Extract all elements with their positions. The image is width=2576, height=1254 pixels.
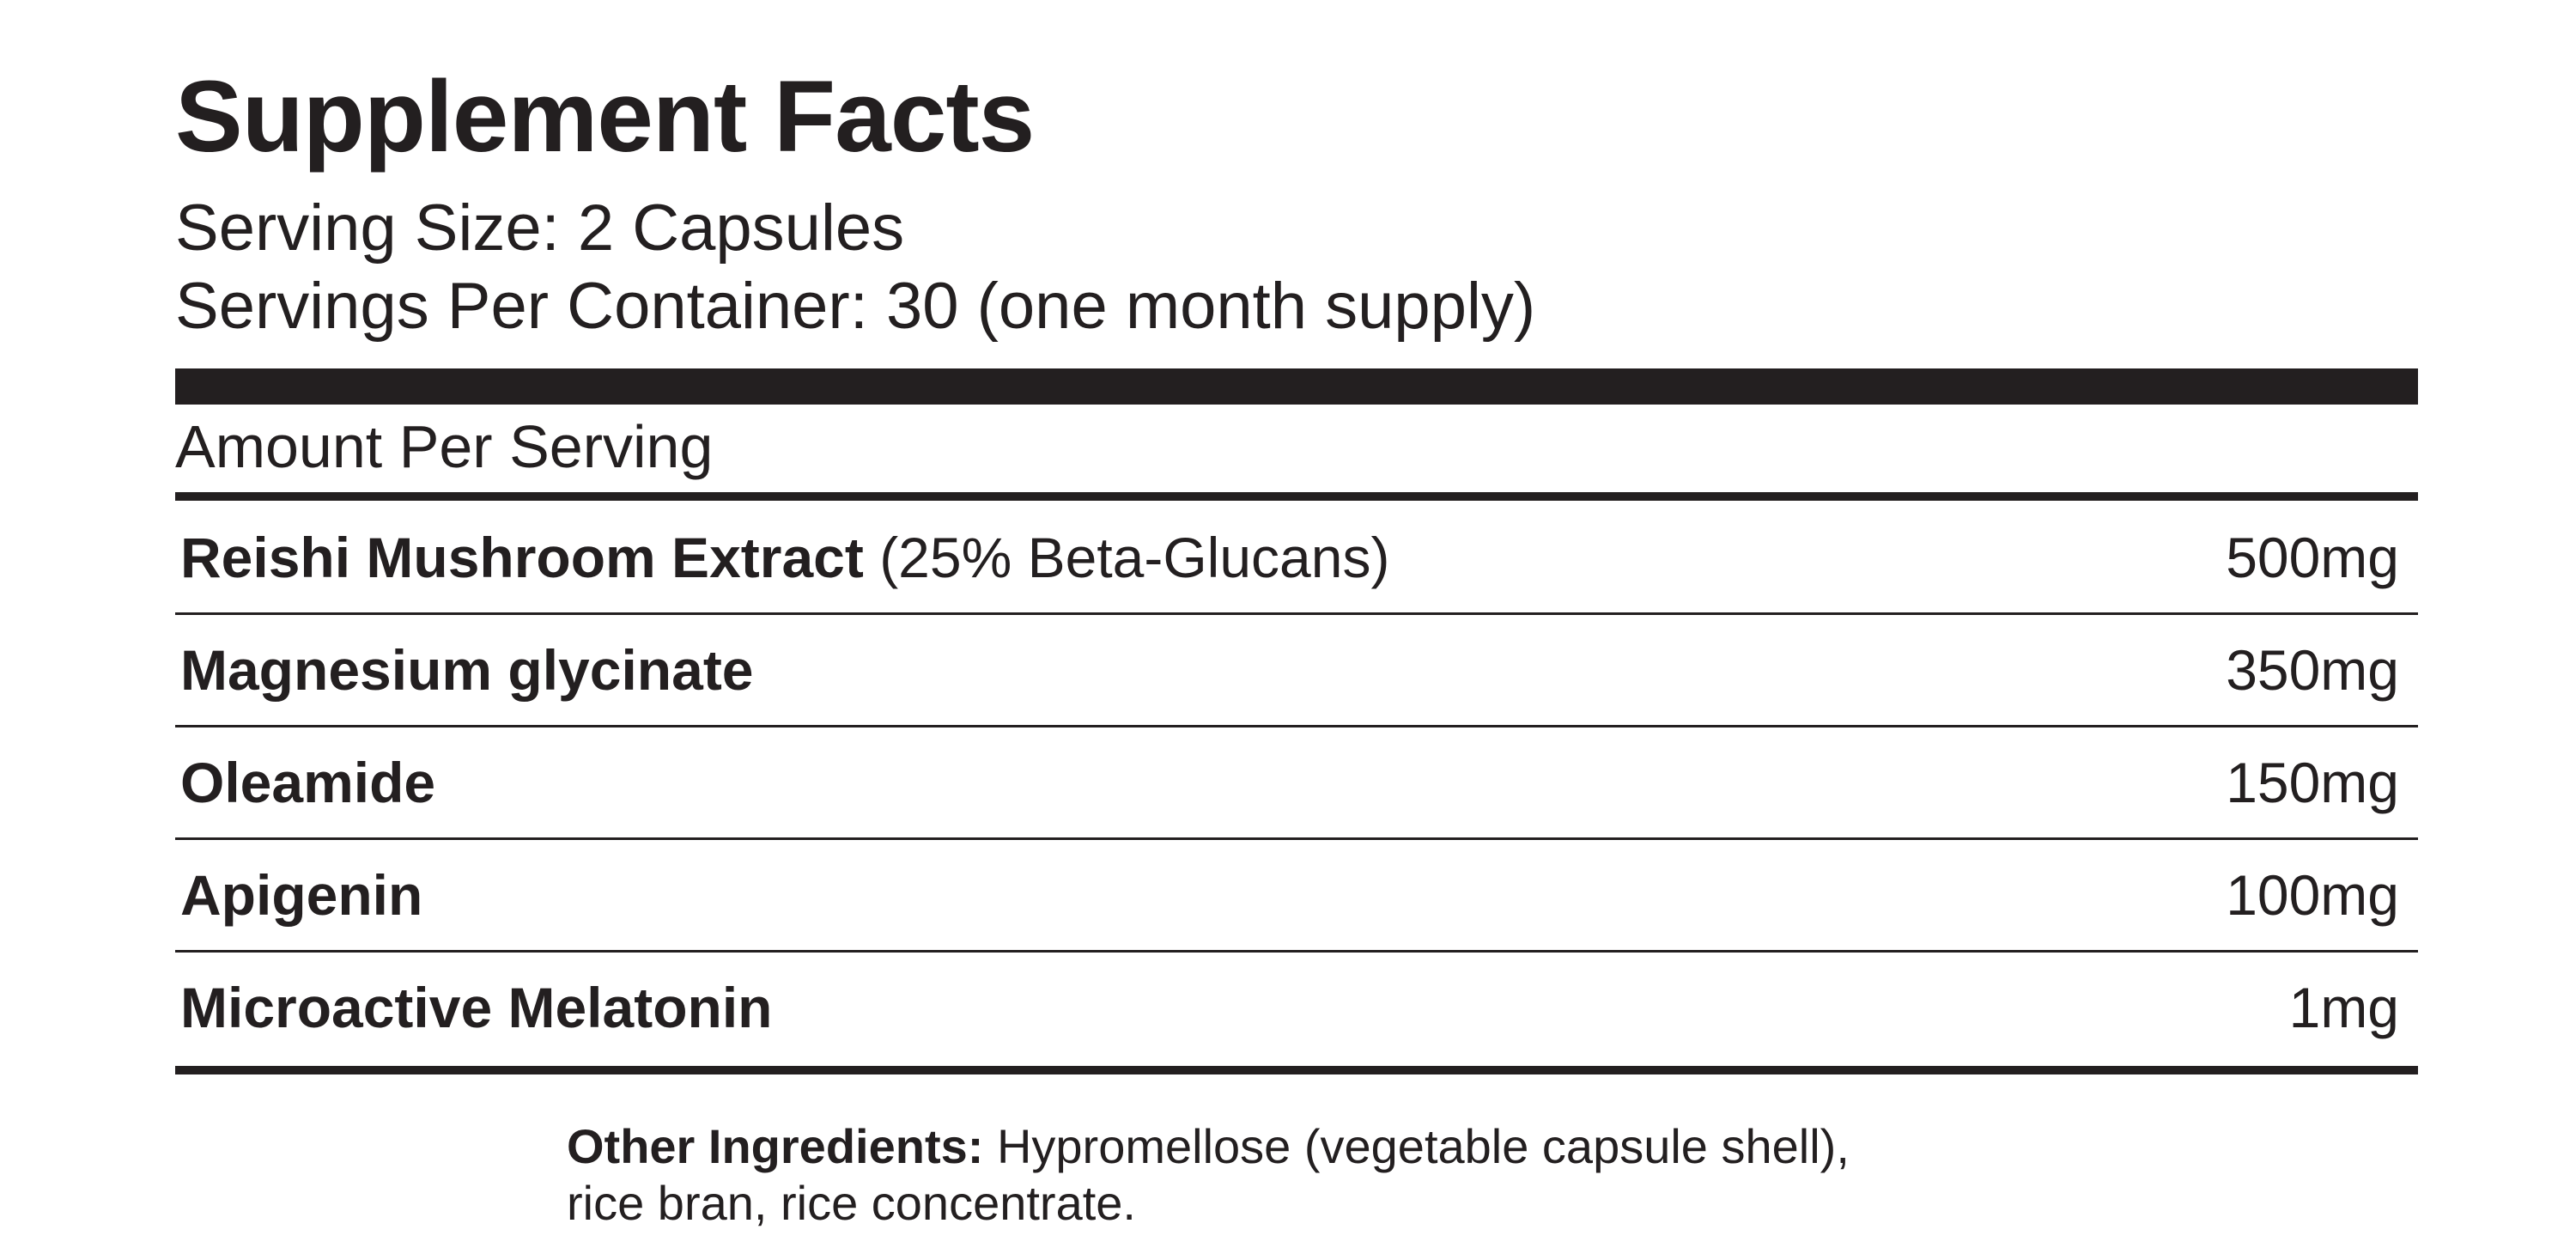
ingredient-name-cell: Apigenin	[180, 862, 422, 928]
thick-rule	[175, 368, 2418, 405]
ingredient-name-cell: Magnesium glycinate	[180, 637, 754, 703]
servings-per-container: Servings Per Container: 30 (one month su…	[175, 270, 1536, 343]
ingredient-note: (25% Beta-Glucans)	[879, 525, 1390, 589]
other-ingredients-text: rice bran, rice concentrate.	[567, 1176, 1136, 1230]
other-ingredients-text: Hypromellose (vegetable capsule shell),	[996, 1119, 1850, 1173]
ingredient-amount: 150mg	[2226, 750, 2399, 814]
row-divider	[175, 837, 2418, 840]
header-rule	[175, 492, 2418, 501]
ingredient-name-cell: Microactive Melatonin	[180, 975, 773, 1040]
ingredient-name: Reishi Mushroom Extract	[180, 525, 864, 589]
row-divider	[175, 950, 2418, 953]
ingredient-name: Oleamide	[180, 750, 436, 814]
ingredient-amount: 100mg	[2226, 862, 2399, 927]
ingredient-name-cell: Reishi Mushroom Extract (25% Beta-Glucan…	[180, 525, 1389, 590]
other-ingredients-line: rice bran, rice concentrate.	[567, 1175, 1136, 1231]
ingredient-amount: 1mg	[2288, 975, 2399, 1039]
title: Supplement Facts	[175, 60, 1035, 173]
ingredient-name: Magnesium glycinate	[180, 637, 754, 702]
row-divider	[175, 725, 2418, 727]
serving-size: Serving Size: 2 Capsules	[175, 192, 905, 265]
ingredient-name-cell: Oleamide	[180, 750, 435, 815]
ingredient-amount: 500mg	[2226, 525, 2399, 589]
ingredient-name: Apigenin	[180, 862, 423, 927]
row-divider	[175, 612, 2418, 615]
ingredient-amount: 350mg	[2226, 637, 2399, 702]
amount-header: Amount Per Serving	[175, 413, 714, 480]
other-ingredients-line: Other Ingredients: Hypromellose (vegetab…	[567, 1118, 1850, 1174]
ingredient-name: Microactive Melatonin	[180, 975, 773, 1039]
other-ingredients-label: Other Ingredients:	[567, 1119, 984, 1173]
bottom-rule	[175, 1066, 2418, 1074]
